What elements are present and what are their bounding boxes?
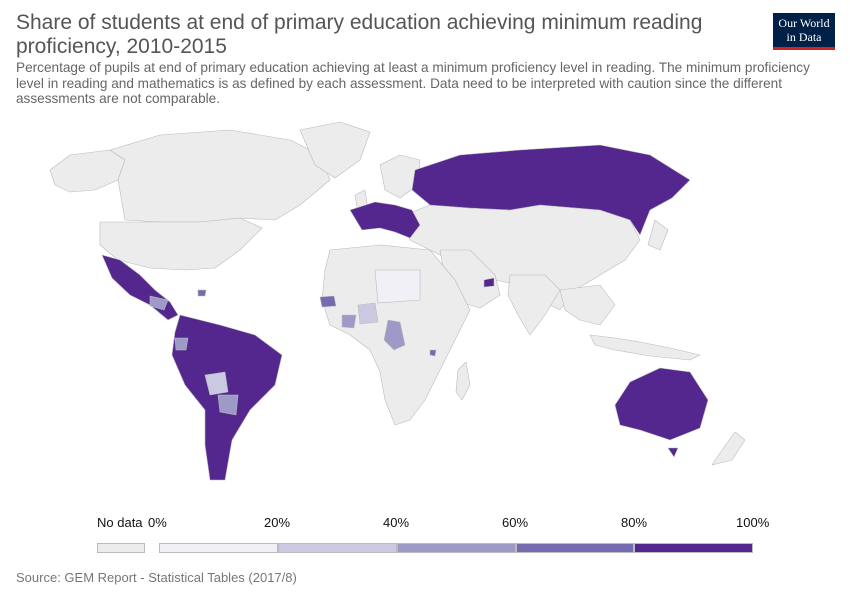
alaska xyxy=(49,149,126,193)
southeast-asia xyxy=(559,284,616,326)
legend-swatch-40-60[interactable] xyxy=(397,543,516,553)
japan xyxy=(647,219,669,251)
logo-accent-bar xyxy=(773,47,835,50)
legend-tick-0: 0% xyxy=(148,515,167,530)
western-europe xyxy=(349,201,421,239)
madagascar xyxy=(455,361,471,401)
russia xyxy=(411,144,691,236)
world-map[interactable] xyxy=(0,110,850,500)
central-america xyxy=(149,295,169,311)
legend-swatch-20-40[interactable] xyxy=(278,543,397,553)
owid-logo[interactable]: Our World in Data xyxy=(773,13,835,50)
india xyxy=(507,274,561,336)
new-zealand xyxy=(711,431,746,466)
tasmania xyxy=(667,447,679,458)
australia xyxy=(614,367,709,441)
burundi xyxy=(429,349,437,357)
legend-tick-40: 40% xyxy=(383,515,410,530)
legend-nodata-label: No data xyxy=(97,515,143,530)
legend-swatch-60-80[interactable] xyxy=(516,543,634,553)
indonesia xyxy=(589,334,701,361)
niger-chad xyxy=(374,269,421,304)
legend-swatch-nodata[interactable] xyxy=(97,543,145,553)
ecuador xyxy=(174,337,189,351)
legend-tick-80: 80% xyxy=(621,515,648,530)
legend-tick-20: 20% xyxy=(264,515,291,530)
cote-divoire xyxy=(341,314,357,329)
dominican-republic xyxy=(197,289,207,297)
uae xyxy=(483,277,495,288)
legend-swatch-0-20[interactable] xyxy=(159,543,278,553)
cameroon-congo xyxy=(383,319,406,351)
legend-tick-100: 100% xyxy=(736,515,770,530)
chart-subtitle: Percentage of pupils at end of primary e… xyxy=(16,60,810,106)
logo-line1: Our World xyxy=(778,16,830,30)
canada xyxy=(109,129,331,223)
usa xyxy=(99,217,263,271)
chart-title: Share of students at end of primary educ… xyxy=(16,11,703,58)
logo-line2: in Data xyxy=(786,30,822,44)
paraguay xyxy=(217,394,239,416)
west-africa-low xyxy=(357,302,379,325)
source-note[interactable]: Source: GEM Report - Statistical Tables … xyxy=(16,570,297,585)
legend-tick-60: 60% xyxy=(502,515,529,530)
senegal xyxy=(319,295,337,308)
legend-swatch-80-100[interactable] xyxy=(634,543,753,553)
bolivia xyxy=(204,371,229,396)
greenland xyxy=(299,121,371,179)
